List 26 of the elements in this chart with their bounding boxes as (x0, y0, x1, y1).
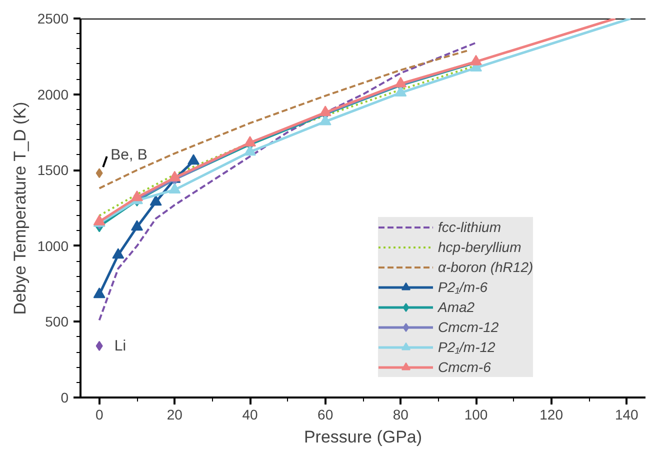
legend-label: Cmcm-12 (438, 318, 499, 336)
legend-label: Cmcm-6 (438, 358, 491, 376)
x-tick-label: 80 (392, 406, 409, 422)
x-tick-label: 60 (318, 406, 334, 422)
x-tick-label: 40 (242, 406, 258, 422)
legend-label: hcp-beryllium (438, 238, 522, 256)
y-tick-label: 1000 (37, 238, 69, 254)
x-tick-label: 120 (540, 406, 564, 422)
legend-label: P2₁/m-12 (438, 338, 496, 356)
annotation: Li (114, 337, 126, 354)
x-tick-label: 0 (95, 406, 104, 422)
annotation: Be, B (110, 146, 148, 164)
y-tick-label: 0 (60, 390, 69, 406)
x-tick-label: 140 (614, 406, 639, 422)
legend-label: P2₁/m-6 (438, 278, 488, 296)
x-tick-label: 20 (166, 406, 183, 422)
y-tick-label: 1500 (37, 162, 69, 178)
x-axis-title: Pressure (GPa) (304, 428, 422, 446)
legend-label: fcc-lithium (438, 218, 502, 236)
y-tick-label: 500 (45, 314, 69, 330)
y-tick-label: 2500 (37, 10, 69, 26)
y-tick-label: 2000 (37, 86, 69, 102)
x-tick-label: 100 (464, 406, 488, 422)
y-axis-title: Debye Temperature T_D (K) (10, 102, 30, 315)
legend-label: α-boron (hR12) (438, 258, 534, 276)
legend-label: Ama2 (438, 298, 475, 316)
